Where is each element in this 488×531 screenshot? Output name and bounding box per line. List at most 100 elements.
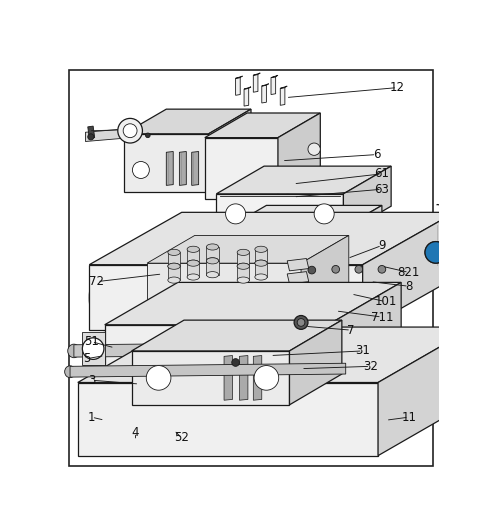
Ellipse shape [206,244,218,250]
Polygon shape [78,382,377,456]
Polygon shape [131,351,289,405]
Text: 61: 61 [374,167,388,181]
Ellipse shape [237,263,249,269]
Circle shape [118,118,142,143]
Circle shape [377,266,385,273]
Text: 11: 11 [401,410,415,424]
Ellipse shape [68,344,80,358]
Text: 3: 3 [88,374,95,387]
Text: 6: 6 [372,148,380,161]
Ellipse shape [167,277,180,283]
Circle shape [297,319,305,326]
Polygon shape [87,126,95,139]
Circle shape [225,204,245,224]
Circle shape [87,134,94,140]
Polygon shape [339,205,381,257]
Text: 821: 821 [397,266,419,279]
Polygon shape [123,134,208,192]
Polygon shape [147,235,348,263]
Polygon shape [280,88,285,105]
Circle shape [123,124,137,138]
Polygon shape [216,194,343,234]
Polygon shape [261,85,266,103]
Circle shape [293,315,307,329]
Ellipse shape [237,249,249,255]
Polygon shape [104,282,400,325]
Ellipse shape [187,260,199,266]
Polygon shape [70,363,345,377]
Ellipse shape [167,249,180,255]
Polygon shape [191,151,198,185]
Circle shape [145,133,150,138]
Polygon shape [167,252,180,266]
Polygon shape [143,125,151,137]
Ellipse shape [437,354,459,363]
Polygon shape [224,205,381,230]
Polygon shape [261,84,268,86]
Polygon shape [254,331,264,366]
Polygon shape [187,263,199,277]
Text: 8: 8 [405,280,412,293]
Ellipse shape [187,246,199,252]
Circle shape [146,365,171,390]
Text: 72: 72 [89,275,104,288]
Polygon shape [327,331,350,365]
Ellipse shape [206,272,218,278]
Circle shape [424,242,446,263]
Polygon shape [270,77,275,95]
Circle shape [313,204,333,224]
Polygon shape [235,76,242,79]
Text: 7: 7 [346,323,354,337]
Text: 1: 1 [88,410,95,424]
Polygon shape [131,320,341,351]
Text: 4: 4 [131,426,139,439]
Ellipse shape [237,263,249,269]
Polygon shape [362,212,454,330]
Text: 12: 12 [389,81,404,94]
Text: 711: 711 [370,311,392,323]
Polygon shape [74,341,393,357]
Polygon shape [253,356,261,400]
Polygon shape [270,331,279,366]
Polygon shape [377,327,473,456]
Polygon shape [316,262,416,276]
Polygon shape [206,247,218,261]
Polygon shape [301,235,348,311]
Ellipse shape [206,258,218,264]
Ellipse shape [254,246,266,252]
Circle shape [254,365,278,390]
Polygon shape [239,356,247,400]
Polygon shape [270,75,277,78]
Polygon shape [204,138,277,199]
Polygon shape [81,332,104,365]
Polygon shape [289,320,341,405]
Polygon shape [237,266,249,280]
Text: 101: 101 [374,295,396,308]
Circle shape [354,266,362,273]
Polygon shape [283,331,292,366]
Polygon shape [244,87,250,89]
Polygon shape [343,166,390,234]
Ellipse shape [187,274,199,280]
Ellipse shape [237,277,249,283]
Circle shape [82,338,104,359]
Circle shape [424,242,446,263]
Polygon shape [235,78,240,95]
Polygon shape [280,86,286,88]
Polygon shape [89,264,362,330]
Ellipse shape [386,341,399,355]
Ellipse shape [340,363,350,374]
Polygon shape [254,263,266,277]
Polygon shape [286,259,308,271]
Circle shape [132,161,149,178]
Polygon shape [224,356,232,400]
Polygon shape [286,272,308,284]
Text: 51: 51 [84,335,99,348]
Polygon shape [316,242,450,262]
Text: 63: 63 [374,183,388,196]
Ellipse shape [254,260,266,266]
Polygon shape [216,166,390,194]
Polygon shape [206,261,218,275]
Ellipse shape [254,260,266,266]
Polygon shape [237,252,249,266]
